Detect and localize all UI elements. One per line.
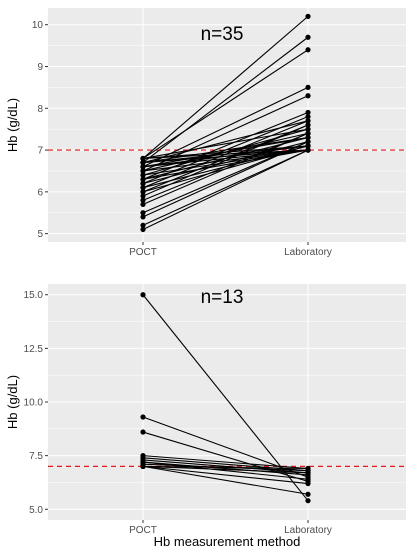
series-line	[142, 149, 309, 168]
series-line	[142, 128, 309, 159]
series-line	[142, 465, 309, 495]
x-tick-label: POCT	[129, 525, 157, 536]
y-tick-label: 7.5	[29, 451, 43, 462]
series-line	[142, 145, 309, 193]
plot-background	[48, 8, 406, 242]
data-point-laboratory	[305, 476, 311, 482]
y-tick-label: 10	[32, 20, 44, 31]
series-line	[142, 455, 309, 470]
data-point-laboratory	[305, 498, 311, 504]
data-point-poct	[140, 222, 146, 228]
y-tick-label: 6	[37, 187, 43, 198]
y-axis-title: Hb (g/dL)	[5, 98, 20, 152]
data-point-poct	[140, 164, 146, 170]
y-tick-label: 15.0	[24, 290, 44, 301]
data-point-laboratory	[305, 34, 311, 40]
series-line	[142, 461, 309, 476]
data-point-poct	[140, 185, 146, 191]
series-line	[142, 36, 309, 164]
data-point-laboratory	[305, 109, 311, 116]
data-point-laboratory	[305, 480, 311, 487]
series-line	[142, 149, 309, 159]
data-point-poct	[140, 189, 146, 195]
series-line	[142, 416, 309, 478]
data-point-poct	[140, 414, 146, 420]
data-point-laboratory	[305, 93, 311, 99]
sample-size-annotation: n=35	[201, 24, 244, 45]
data-point-laboratory	[305, 143, 311, 149]
data-point-laboratory	[305, 491, 311, 497]
data-point-poct	[140, 193, 146, 199]
x-tick-label: Laboratory	[284, 525, 332, 536]
data-point-poct	[140, 201, 146, 207]
series-line	[142, 465, 309, 485]
series-line	[142, 149, 309, 176]
series-line	[142, 15, 309, 159]
series-line	[142, 465, 309, 474]
y-tick-label: 12.5	[24, 344, 44, 355]
data-point-poct	[140, 155, 146, 162]
chart-panel-1: 5 6 7 8 9 10 POCT Laboratory n=35 Hb (g/dL)	[5, 8, 406, 258]
data-point-laboratory	[305, 47, 311, 53]
data-point-poct	[140, 459, 146, 465]
series-line	[142, 145, 309, 159]
data-point-laboratory	[305, 122, 311, 128]
data-point-poct	[140, 180, 146, 187]
data-point-laboratory	[305, 147, 311, 153]
series-line	[142, 149, 309, 180]
data-point-poct	[140, 214, 146, 220]
chart-panel-2: 5.0 7.5 10.0 12.5 15.0 POCT Laboratory n=13 Hb (…	[5, 284, 406, 549]
data-point-poct	[140, 429, 146, 435]
data-point-laboratory	[305, 134, 311, 141]
x-axis-title: Hb measurement method	[154, 534, 301, 549]
data-point-poct	[140, 226, 146, 233]
series-line	[142, 461, 309, 480]
series-line	[142, 149, 309, 230]
data-point-laboratory	[305, 114, 311, 120]
series-line	[142, 149, 309, 226]
data-point-laboratory	[305, 130, 311, 136]
data-point-poct	[140, 210, 146, 216]
data-point-poct	[140, 172, 146, 178]
data-point-poct	[140, 176, 146, 182]
y-tick-label: 10.0	[24, 398, 44, 409]
series-line	[142, 136, 309, 164]
data-point-poct	[140, 292, 146, 298]
series-line	[142, 459, 309, 474]
series-line	[142, 111, 309, 180]
data-point-laboratory	[305, 139, 311, 145]
series-line	[142, 49, 309, 159]
y-tick-label: 7	[37, 146, 43, 157]
y-tick-label: 9	[37, 62, 43, 73]
data-point-poct	[140, 160, 146, 166]
data-point-laboratory	[305, 118, 311, 124]
data-point-laboratory	[305, 13, 311, 19]
x-tick-label: Laboratory	[284, 247, 332, 258]
data-point-laboratory	[305, 126, 311, 132]
y-axis-title: Hb (g/dL)	[5, 375, 20, 429]
y-tick-label: 8	[37, 104, 43, 115]
sample-size-annotation: n=13	[201, 287, 244, 308]
y-tick-label: 5.0	[29, 505, 43, 516]
x-tick-label: POCT	[129, 247, 157, 258]
series-line	[142, 149, 309, 164]
y-tick-label: 5	[37, 229, 43, 240]
series-line	[142, 120, 309, 164]
data-point-laboratory	[305, 468, 311, 474]
data-point-laboratory	[305, 84, 311, 90]
data-point-poct	[140, 168, 146, 174]
data-point-poct	[140, 197, 146, 203]
